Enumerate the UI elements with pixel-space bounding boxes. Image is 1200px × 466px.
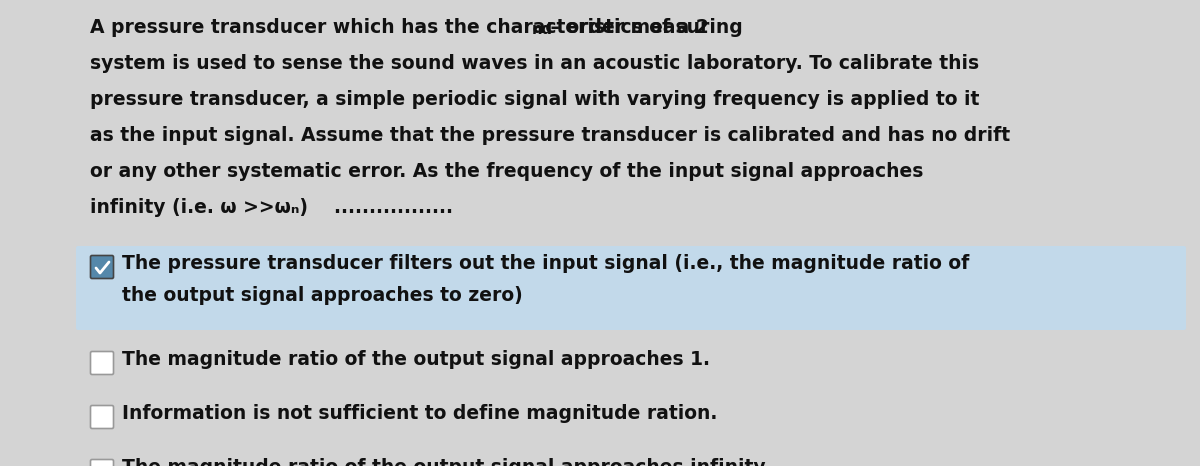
Text: nd: nd	[532, 22, 553, 37]
Text: system is used to sense the sound waves in an acoustic laboratory. To calibrate : system is used to sense the sound waves …	[90, 54, 979, 73]
FancyBboxPatch shape	[76, 246, 1186, 330]
FancyBboxPatch shape	[90, 405, 114, 429]
Text: – order measuring: – order measuring	[544, 18, 743, 37]
Text: infinity (i.e. ω >>ωₙ)    .................: infinity (i.e. ω >>ωₙ) .................	[90, 198, 454, 217]
Text: The magnitude ratio of the output signal approaches 1.: The magnitude ratio of the output signal…	[122, 350, 710, 369]
Text: or any other systematic error. As the frequency of the input signal approaches: or any other systematic error. As the fr…	[90, 162, 923, 181]
FancyBboxPatch shape	[90, 255, 114, 279]
FancyBboxPatch shape	[90, 459, 114, 466]
FancyBboxPatch shape	[90, 351, 114, 375]
Text: pressure transducer, a simple periodic signal with varying frequency is applied : pressure transducer, a simple periodic s…	[90, 90, 979, 109]
Text: The pressure transducer filters out the input signal (i.e., the magnitude ratio : The pressure transducer filters out the …	[122, 254, 970, 273]
Text: A pressure transducer which has the characteristics of a 2: A pressure transducer which has the char…	[90, 18, 709, 37]
Text: as the input signal. Assume that the pressure transducer is calibrated and has n: as the input signal. Assume that the pre…	[90, 126, 1010, 145]
Text: The magnitude ratio of the output signal approaches infinity: The magnitude ratio of the output signal…	[122, 458, 766, 466]
Text: Information is not sufficient to define magnitude ration.: Information is not sufficient to define …	[122, 404, 718, 423]
Text: the output signal approaches to zero): the output signal approaches to zero)	[122, 286, 523, 305]
